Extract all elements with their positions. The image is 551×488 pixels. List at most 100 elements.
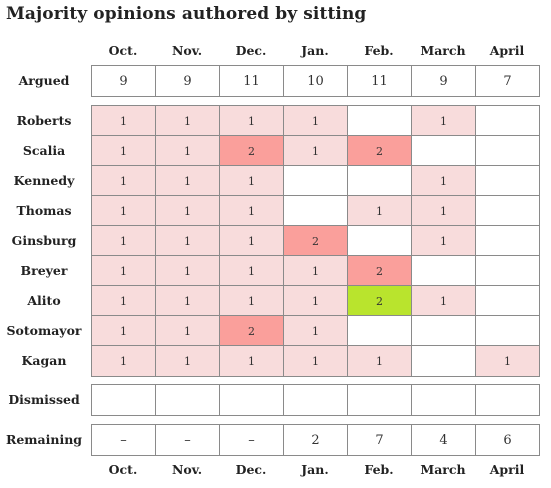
opinion-cell-roberts-jan: 1 [283, 105, 348, 137]
row-label-breyer: Breyer [20, 263, 68, 278]
opinion-cell-thomas-dec: 1 [219, 195, 284, 227]
row-label-remaining: Remaining [5, 432, 83, 447]
month-header-jan: Jan. [301, 43, 329, 58]
month-footer-april: April [489, 462, 525, 477]
opinion-cell-kennedy-march: 1 [411, 165, 476, 197]
opinion-cell-kennedy-april [475, 165, 540, 197]
dismissed-cell-march [411, 384, 476, 416]
opinion-cell-kagan-jan: 1 [283, 345, 348, 377]
dismissed-cell-nov [155, 384, 220, 416]
opinion-cell-kennedy-oct: 1 [91, 165, 156, 197]
argued-cell-april: 7 [475, 65, 540, 97]
dismissed-cell-jan [283, 384, 348, 416]
opinion-cell-breyer-jan: 1 [283, 255, 348, 287]
opinion-cell-thomas-jan [283, 195, 348, 227]
opinion-cell-roberts-feb [347, 105, 412, 137]
remaining-cell-nov: – [155, 424, 220, 456]
opinion-cell-roberts-oct: 1 [91, 105, 156, 137]
opinion-cell-roberts-april [475, 105, 540, 137]
opinion-cell-ginsburg-dec: 1 [219, 225, 284, 257]
row-label-scalia: Scalia [22, 143, 66, 158]
row-label-dismissed: Dismissed [8, 392, 80, 407]
opinion-cell-ginsburg-march: 1 [411, 225, 476, 257]
opinion-cell-breyer-oct: 1 [91, 255, 156, 287]
opinion-cell-sotomayor-jan: 1 [283, 315, 348, 347]
opinion-cell-roberts-march: 1 [411, 105, 476, 137]
month-footer-jan: Jan. [301, 462, 329, 477]
opinion-cell-sotomayor-april [475, 315, 540, 347]
month-footer-dec: Dec. [235, 462, 267, 477]
month-header-feb: Feb. [364, 43, 394, 58]
opinion-cell-breyer-feb: 2 [347, 255, 412, 287]
argued-cell-dec: 11 [219, 65, 284, 97]
opinion-cell-thomas-feb: 1 [347, 195, 412, 227]
opinion-cell-ginsburg-nov: 1 [155, 225, 220, 257]
opinion-cell-alito-nov: 1 [155, 285, 220, 317]
remaining-cell-jan: 2 [283, 424, 348, 456]
chart-title: Majority opinions authored by sitting [6, 4, 367, 24]
argued-cell-oct: 9 [91, 65, 156, 97]
opinion-cell-kennedy-feb [347, 165, 412, 197]
opinion-cell-ginsburg-april [475, 225, 540, 257]
opinion-cell-ginsburg-jan: 2 [283, 225, 348, 257]
row-label-sotomayor: Sotomayor [6, 323, 82, 338]
argued-cell-march: 9 [411, 65, 476, 97]
opinion-cell-breyer-april [475, 255, 540, 287]
opinion-cell-roberts-nov: 1 [155, 105, 220, 137]
opinion-cell-kagan-oct: 1 [91, 345, 156, 377]
month-footer-nov: Nov. [171, 462, 203, 477]
opinion-cell-alito-april [475, 285, 540, 317]
dismissed-cell-feb [347, 384, 412, 416]
opinion-cell-alito-dec: 1 [219, 285, 284, 317]
opinion-cell-sotomayor-dec: 2 [219, 315, 284, 347]
remaining-cell-dec: – [219, 424, 284, 456]
month-header-nov: Nov. [171, 43, 203, 58]
opinion-cell-kagan-nov: 1 [155, 345, 220, 377]
month-header-oct: Oct. [108, 43, 138, 58]
row-label-ginsburg: Ginsburg [11, 233, 77, 248]
opinion-cell-thomas-nov: 1 [155, 195, 220, 227]
opinion-cell-kagan-march [411, 345, 476, 377]
opinion-cell-kennedy-nov: 1 [155, 165, 220, 197]
opinion-cell-scalia-jan: 1 [283, 135, 348, 167]
month-footer-march: March [420, 462, 466, 477]
opinion-cell-thomas-oct: 1 [91, 195, 156, 227]
opinion-cell-kagan-dec: 1 [219, 345, 284, 377]
opinion-cell-alito-jan: 1 [283, 285, 348, 317]
month-footer-feb: Feb. [364, 462, 394, 477]
row-label-kagan: Kagan [21, 353, 67, 368]
opinion-cell-ginsburg-oct: 1 [91, 225, 156, 257]
month-header-dec: Dec. [235, 43, 267, 58]
opinion-cell-ginsburg-feb [347, 225, 412, 257]
month-header-april: April [489, 43, 525, 58]
remaining-cell-march: 4 [411, 424, 476, 456]
month-footer-oct: Oct. [108, 462, 138, 477]
opinion-cell-breyer-nov: 1 [155, 255, 220, 287]
opinion-cell-thomas-april [475, 195, 540, 227]
opinion-cell-alito-march: 1 [411, 285, 476, 317]
argued-cell-nov: 9 [155, 65, 220, 97]
opinion-cell-kennedy-dec: 1 [219, 165, 284, 197]
opinion-cell-scalia-feb: 2 [347, 135, 412, 167]
opinion-cell-breyer-march [411, 255, 476, 287]
remaining-cell-april: 6 [475, 424, 540, 456]
row-label-argued: Argued [18, 73, 70, 88]
dismissed-cell-april [475, 384, 540, 416]
opinion-cell-scalia-april [475, 135, 540, 167]
opinion-cell-breyer-dec: 1 [219, 255, 284, 287]
opinion-cell-roberts-dec: 1 [219, 105, 284, 137]
row-label-alito: Alito [27, 293, 61, 308]
opinion-cell-sotomayor-oct: 1 [91, 315, 156, 347]
opinion-cell-scalia-march [411, 135, 476, 167]
opinion-cell-alito-feb: 2 [347, 285, 412, 317]
argued-cell-feb: 11 [347, 65, 412, 97]
row-label-thomas: Thomas [16, 203, 72, 218]
remaining-cell-feb: 7 [347, 424, 412, 456]
remaining-cell-oct: – [91, 424, 156, 456]
opinion-cell-scalia-oct: 1 [91, 135, 156, 167]
opinion-cell-kagan-april: 1 [475, 345, 540, 377]
opinion-cell-sotomayor-feb [347, 315, 412, 347]
argued-cell-jan: 10 [283, 65, 348, 97]
row-label-kennedy: Kennedy [13, 173, 75, 188]
dismissed-cell-dec [219, 384, 284, 416]
